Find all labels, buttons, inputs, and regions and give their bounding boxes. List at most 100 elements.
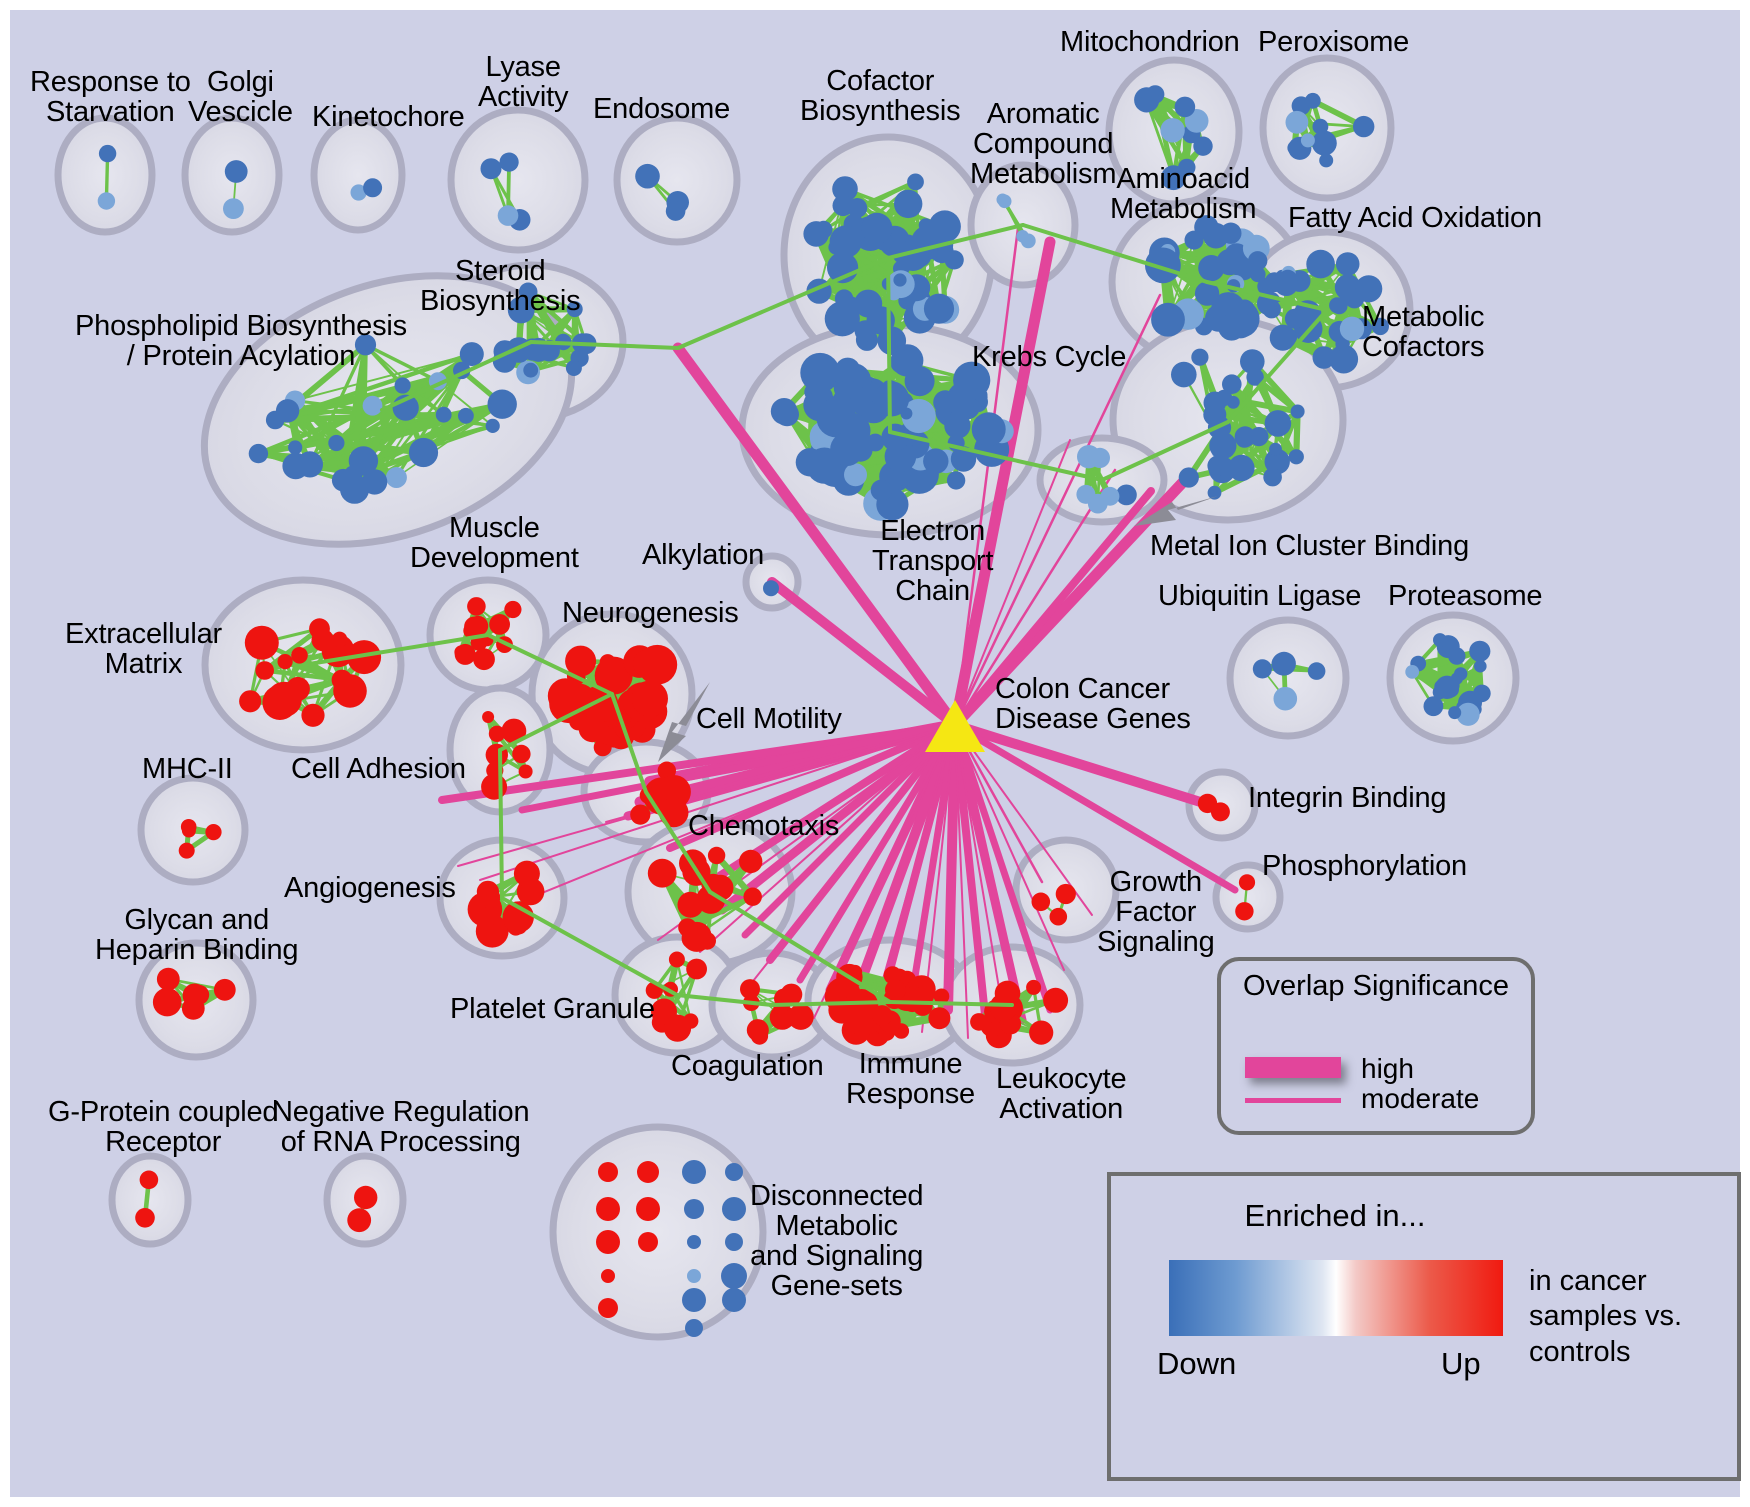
gene-set-node xyxy=(637,1161,659,1183)
gene-set-nodes xyxy=(1252,651,1326,711)
gene-set-node xyxy=(224,160,248,183)
gene-set-node xyxy=(682,1160,706,1184)
gene-set-node xyxy=(829,225,862,258)
gene-set-node xyxy=(454,643,476,665)
gene-set-node xyxy=(1312,346,1336,369)
gene-set-node xyxy=(687,1235,701,1249)
gene-set-node xyxy=(1423,696,1444,717)
gene-set-node xyxy=(933,988,950,1005)
gene-set-node xyxy=(687,1269,701,1283)
gene-set-node xyxy=(944,250,964,270)
gene-set-node xyxy=(596,1230,620,1254)
gene-set-node xyxy=(1454,667,1468,681)
gene-set-node xyxy=(1311,130,1337,156)
gene-set-node xyxy=(488,725,506,742)
gene-set-node xyxy=(1264,410,1292,437)
gene-set-nodes xyxy=(480,152,531,231)
cluster-label-response-to-starvation: Response to Starvation xyxy=(30,66,191,128)
gene-set-node xyxy=(861,212,893,244)
gene-set-node xyxy=(497,205,519,226)
cluster-label-neurogenesis: Neurogenesis xyxy=(562,597,739,629)
cluster-label-fatty-acid-oxidation: Fatty Acid Oxidation xyxy=(1288,202,1542,234)
gene-set-node xyxy=(139,1170,159,1190)
gene-set-node xyxy=(1026,979,1042,995)
gene-set-node xyxy=(933,390,958,415)
gene-set-node xyxy=(1248,251,1268,271)
gene-set-node xyxy=(637,644,678,685)
gene-set-node xyxy=(725,1163,743,1181)
gene-set-node xyxy=(1456,702,1480,726)
gene-set-node xyxy=(721,1263,747,1289)
gene-set-node xyxy=(907,173,924,191)
cluster-label-metabolic-cofactors: Metabolic Cofactors xyxy=(1362,301,1485,363)
gene-set-node xyxy=(1238,874,1256,891)
gene-set-node xyxy=(828,996,856,1024)
gene-set-node xyxy=(467,597,486,616)
cluster-label-golgi-vescicle: Golgi Vescicle xyxy=(188,66,293,128)
cluster-label-krebs-cycle: Krebs Cycle xyxy=(972,341,1127,373)
gene-set-node xyxy=(1184,230,1204,250)
inter-cluster-edges xyxy=(301,223,1329,1007)
gene-set-node xyxy=(803,221,829,247)
gene-set-node xyxy=(1263,467,1282,487)
gene-set-node xyxy=(178,842,195,859)
gene-set-node xyxy=(510,917,528,935)
overlap-significance-legend: Overlap Significance high moderate xyxy=(1217,957,1535,1135)
gene-set-node xyxy=(722,1197,746,1221)
gene-set-node xyxy=(1100,486,1120,506)
gene-set-node xyxy=(569,712,588,731)
gene-set-node xyxy=(1197,793,1218,814)
gene-set-node xyxy=(504,600,522,619)
gene-set-node xyxy=(844,463,867,487)
gene-set-node xyxy=(480,158,502,180)
gene-set-node xyxy=(1287,140,1302,156)
gene-set-node xyxy=(595,667,616,688)
gene-set-nodes xyxy=(1134,85,1213,191)
cluster-label-electron-transport-chain: Electron Transport Chain xyxy=(872,515,994,607)
gene-set-node xyxy=(1228,454,1255,482)
gene-set-nodes xyxy=(1171,348,1305,500)
gene-set-node xyxy=(682,1288,706,1312)
gene-set-node xyxy=(1209,432,1237,460)
gene-set-node xyxy=(743,887,762,906)
gene-set-node xyxy=(970,1013,988,1031)
gene-set-node xyxy=(291,647,308,664)
gene-set-node xyxy=(1335,252,1360,276)
gene-set-node xyxy=(1319,153,1334,168)
gene-set-node xyxy=(1076,484,1096,504)
gene-set-node xyxy=(854,289,883,318)
gene-set-node xyxy=(1448,706,1462,720)
gene-set-node xyxy=(1435,675,1459,699)
cluster-label-leukocyte-activation: Leukocyte Activation xyxy=(996,1063,1127,1125)
gene-set-node xyxy=(1473,684,1491,703)
cluster-label-growth-factor-signaling: Growth Factor Signaling xyxy=(1097,866,1215,958)
annotation-arrows xyxy=(658,496,1218,762)
gene-set-node xyxy=(394,377,411,394)
gene-set-nodes xyxy=(547,644,678,757)
gene-set-node xyxy=(1371,317,1390,336)
gene-set-node xyxy=(928,1007,951,1030)
gene-set-node xyxy=(1262,300,1281,319)
network-graph xyxy=(54,54,1520,1341)
enrichment-colorbar xyxy=(1169,1260,1503,1336)
gene-set-node xyxy=(901,398,936,434)
gene-set-node xyxy=(328,434,345,452)
significance-moderate-swatch xyxy=(1245,1098,1341,1103)
gene-set-node xyxy=(598,1162,618,1182)
gene-set-node xyxy=(435,406,452,423)
gene-set-node xyxy=(770,398,798,425)
gene-set-node xyxy=(1285,110,1309,134)
gene-set-node xyxy=(740,979,760,1000)
cluster-label-lyase-activity: Lyase Activity xyxy=(478,51,569,113)
gene-set-node xyxy=(331,631,348,647)
cluster-label-endosome: Endosome xyxy=(593,93,731,125)
gene-set-node xyxy=(1145,247,1181,284)
gene-set-nodes xyxy=(996,193,1036,249)
colon-cancer-disease-genes-hub[interactable] xyxy=(925,700,985,752)
gene-set-node xyxy=(971,412,1006,447)
gene-set-node xyxy=(1222,374,1242,395)
gene-set-node xyxy=(1218,313,1245,341)
gene-set-node xyxy=(468,615,489,637)
gene-set-nodes xyxy=(970,979,1069,1049)
